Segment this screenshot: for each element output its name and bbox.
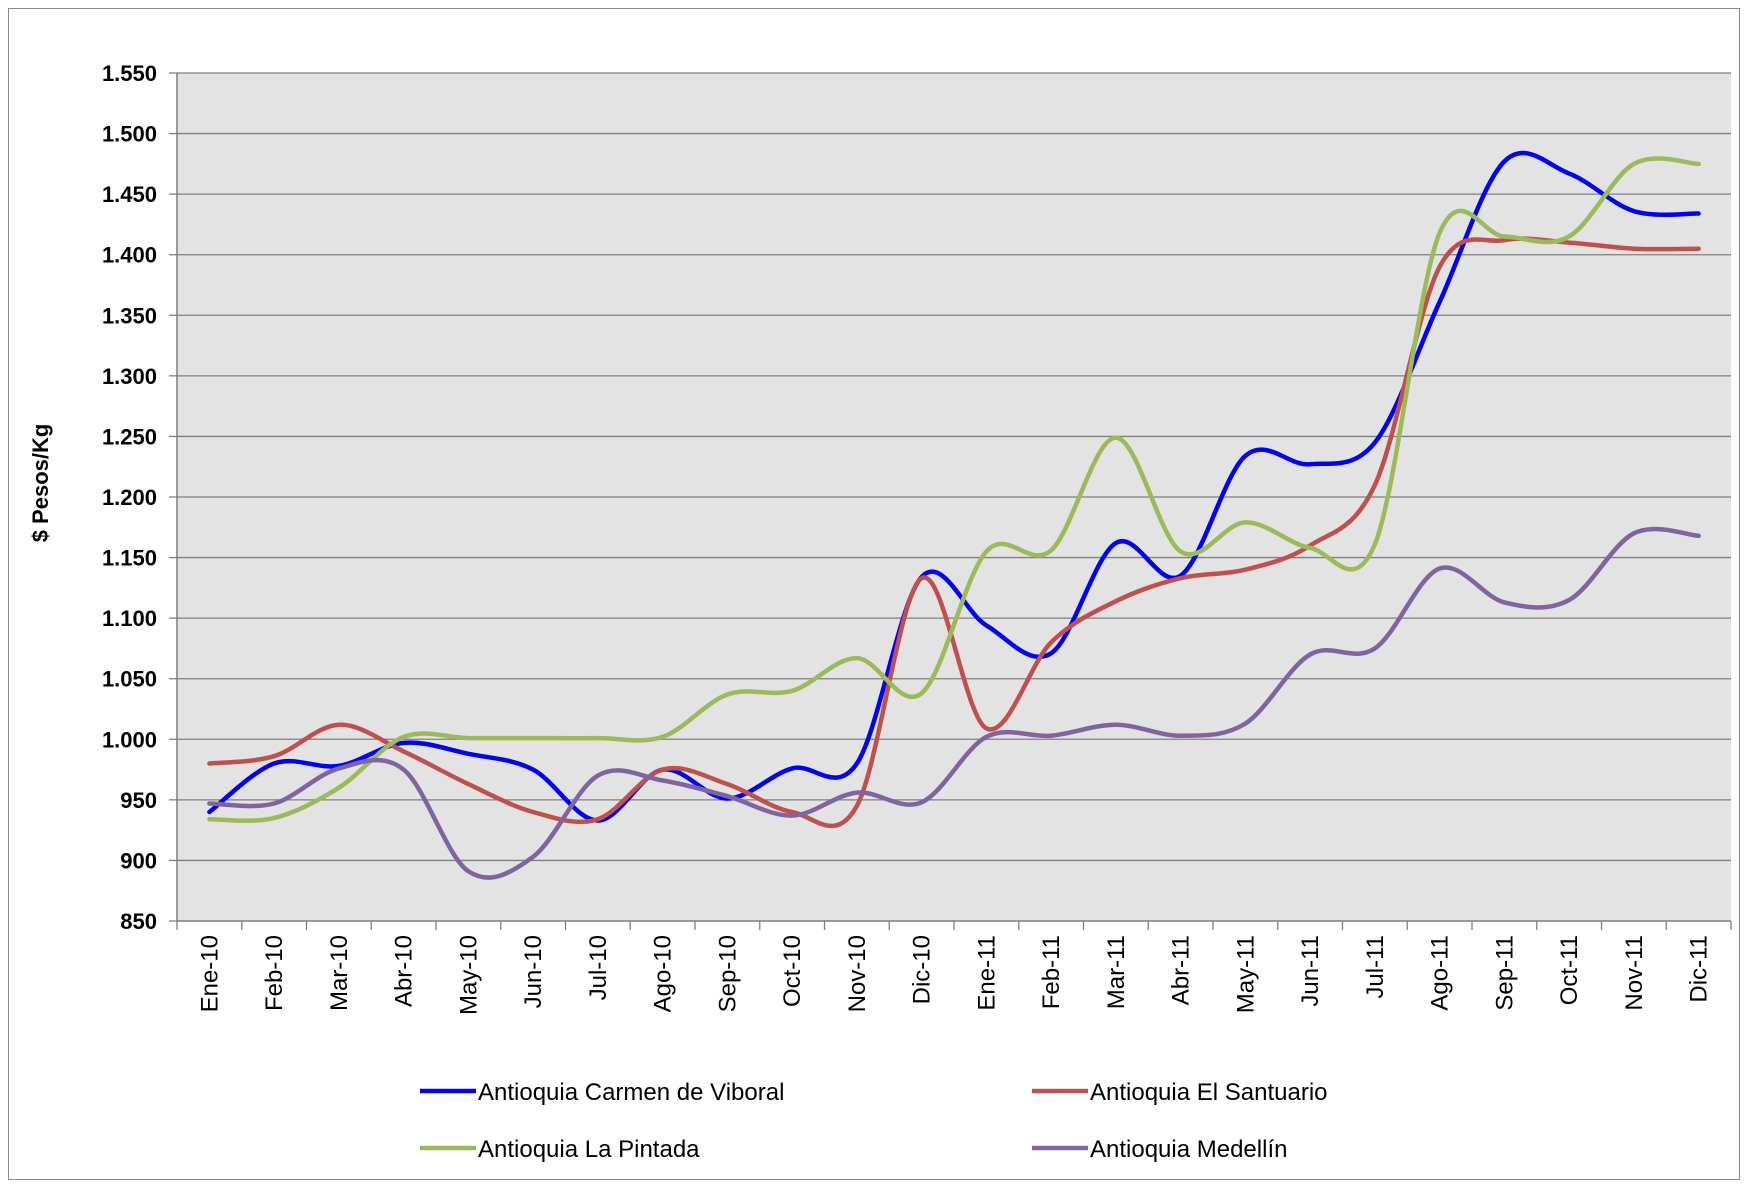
y-tick-label: 1.500	[102, 122, 157, 147]
x-tick-label: Oct-10	[779, 935, 806, 1007]
x-tick-label: Abr-11	[1168, 935, 1195, 1005]
x-tick-label: Ene-10	[196, 935, 223, 1012]
x-tick-label: Jul-11	[1362, 935, 1389, 999]
y-tick-label: 1.300	[102, 364, 157, 389]
y-tick-label: 950	[120, 788, 157, 813]
x-tick-label: Feb-10	[261, 935, 288, 1011]
x-tick-label: May-11	[1232, 935, 1259, 1013]
x-tick-label: Nov-10	[844, 935, 871, 1012]
x-tick-label: Dic-10	[909, 935, 936, 1004]
y-tick-label: 1.000	[102, 727, 157, 752]
series-line-carmen-de-viboral	[207, 150, 1701, 823]
legend-item-la-pintada: Antioquia La Pintada	[420, 1136, 700, 1163]
series-line-la-pintada	[207, 156, 1701, 823]
x-tick-label: Abr-10	[391, 935, 418, 1007]
x-tick-label: Oct-11	[1556, 935, 1583, 1005]
y-tick-label: 1.200	[102, 485, 157, 510]
y-tick-label: 1.050	[102, 667, 157, 692]
y-tick-label: 1.550	[102, 61, 157, 86]
x-tick-label: Ago-10	[650, 935, 677, 1012]
legend: Antioquia Carmen de Viboral Antioquia El …	[420, 1079, 1328, 1163]
legend-label: Antioquia El Santuario	[1090, 1079, 1328, 1106]
series-line-medellin	[207, 526, 1701, 880]
x-tick-label: Jun-11	[1297, 935, 1324, 1007]
x-tick-label: Sep-10	[714, 935, 741, 1012]
y-tick-label: 1.150	[102, 546, 157, 571]
y-tick-label: 1.250	[102, 424, 157, 449]
y-tick-label: 1.350	[102, 303, 157, 328]
x-tick-label: Dic-11	[1686, 935, 1713, 1003]
x-tick-label: Ago-11	[1427, 935, 1454, 1011]
x-tick-label: Nov-11	[1621, 935, 1648, 1011]
legend-label: Antioquia Carmen de Viboral	[478, 1079, 784, 1106]
y-tick-label: 850	[120, 909, 157, 934]
x-tick-label: Jun-10	[520, 935, 547, 1008]
legend-item-el-santuario: Antioquia El Santuario	[1032, 1079, 1328, 1106]
x-tick-labels: Ene-10 Feb-10 Mar-10 Abr-10 May-10 Jun-10 Jul-…	[196, 935, 1712, 1015]
y-tick-label: 900	[120, 848, 157, 873]
x-tick-label: May-10	[455, 935, 482, 1015]
series-line-el-santuario	[207, 236, 1701, 829]
y-tick-label: 1.450	[102, 182, 157, 207]
y-axis-label: $ Pesos/Kg	[28, 424, 53, 543]
x-tick-label: Mar-10	[326, 935, 353, 1011]
series-lines	[207, 150, 1701, 880]
x-tick-label: Ene-11	[973, 935, 1000, 1011]
legend-label: Antioquia La Pintada	[478, 1136, 700, 1163]
axes	[169, 72, 1732, 930]
legend-item-carmen-de-viboral: Antioquia Carmen de Viboral	[420, 1079, 784, 1106]
y-tick-label: 1.100	[102, 606, 157, 631]
y-tick-labels: 850 900 950 1.000 1.050 1.100 1.150 1.200 1.250 1…	[102, 61, 157, 934]
x-tick-label: Mar-11	[1103, 935, 1130, 1009]
y-tick-label: 1.400	[102, 243, 157, 268]
x-tick-label: Feb-11	[1038, 935, 1065, 1009]
legend-item-medellin: Antioquia Medellín	[1032, 1136, 1287, 1163]
x-tick-label: Sep-11	[1491, 935, 1518, 1011]
gridlines	[177, 72, 1731, 862]
legend-label: Antioquia Medellín	[1090, 1136, 1287, 1163]
x-tick-label: Jul-10	[585, 935, 612, 1000]
